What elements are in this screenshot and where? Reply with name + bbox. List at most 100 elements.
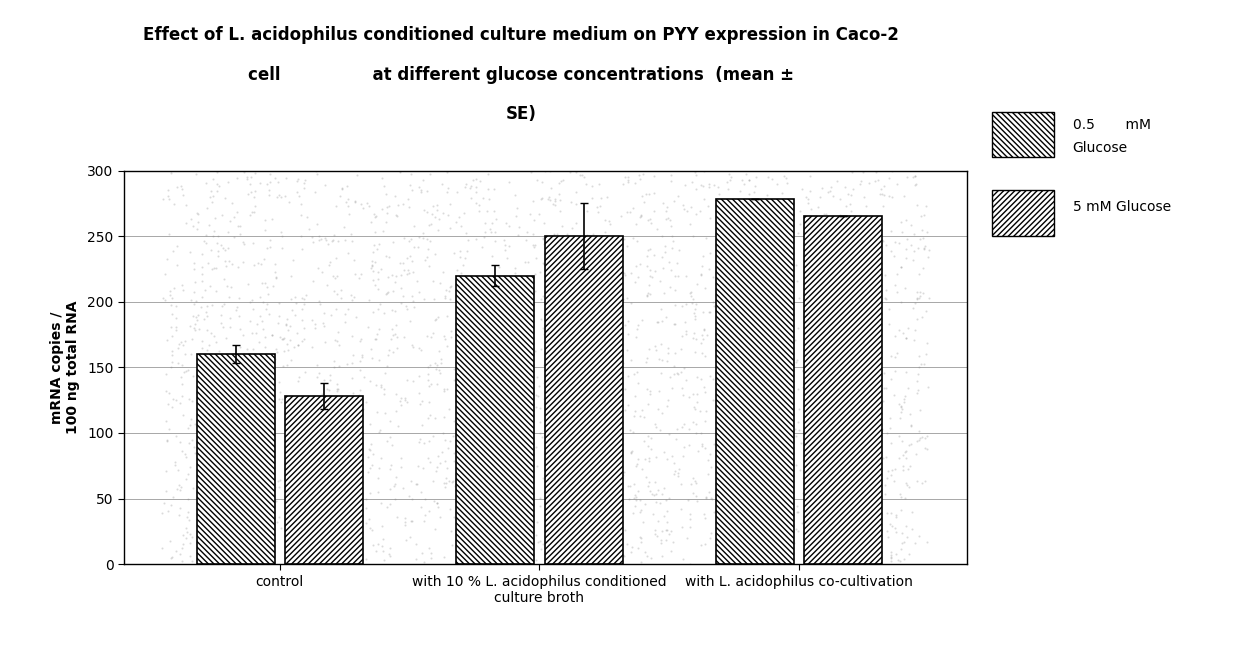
Point [409, 399, 429, 409]
Point [889, 237, 909, 248]
Point [758, 172, 777, 182]
Point [360, 376, 379, 386]
Point [389, 167, 409, 177]
Point [350, 510, 370, 520]
Point [857, 411, 877, 421]
Point [304, 236, 324, 247]
Point [538, 194, 558, 205]
Point [766, 319, 786, 329]
Point [394, 520, 414, 531]
Point [399, 268, 419, 279]
Point [284, 255, 304, 265]
Point [203, 394, 223, 405]
Point [866, 278, 885, 289]
Point [291, 304, 311, 314]
Point [645, 266, 665, 277]
Point [489, 262, 508, 273]
Point [843, 184, 863, 194]
Point [675, 441, 694, 452]
Point [434, 552, 454, 562]
Point [562, 424, 582, 435]
Point [651, 339, 671, 350]
Point [549, 281, 569, 291]
Point [909, 351, 929, 361]
Point [373, 546, 393, 556]
Point [277, 173, 296, 183]
Point [244, 207, 264, 217]
Point [549, 429, 569, 440]
Point [312, 472, 332, 483]
Point [181, 349, 201, 359]
Point [533, 290, 553, 300]
Point [744, 390, 764, 401]
Point [570, 341, 590, 352]
Point [841, 190, 861, 200]
Point [296, 441, 316, 452]
Point [735, 402, 755, 413]
Point [734, 179, 754, 190]
Point [326, 336, 346, 346]
Point [636, 357, 656, 367]
Point [414, 204, 434, 215]
Point [526, 390, 546, 400]
Point [614, 294, 634, 304]
Point [474, 232, 494, 243]
Point [262, 363, 281, 373]
Point [567, 167, 587, 178]
Point [864, 543, 884, 554]
Point [857, 219, 877, 230]
Point [841, 206, 861, 216]
Point [639, 440, 658, 451]
Point [811, 234, 831, 245]
Point [249, 337, 269, 347]
Point [449, 212, 469, 222]
Point [544, 379, 564, 389]
Point [639, 344, 658, 354]
Point [446, 264, 466, 275]
Point [640, 243, 660, 254]
Point [285, 480, 305, 490]
Point [712, 279, 732, 290]
Point [637, 251, 657, 261]
Point [177, 506, 197, 517]
Point [412, 396, 432, 407]
Point [820, 459, 839, 470]
Point [779, 357, 799, 367]
Point [350, 390, 370, 400]
Point [357, 197, 377, 208]
Point [428, 502, 448, 512]
Point [244, 260, 264, 270]
Point [343, 388, 363, 398]
Point [615, 384, 635, 394]
Point [496, 336, 516, 346]
Point [472, 368, 492, 379]
Point [629, 272, 649, 282]
Point [184, 264, 203, 274]
Point [812, 527, 832, 537]
Point [335, 309, 355, 319]
Point [863, 366, 883, 377]
Point [289, 372, 309, 382]
Point [213, 468, 233, 478]
Point [262, 487, 281, 497]
Point [435, 334, 455, 344]
Point [505, 430, 525, 440]
Point [842, 332, 862, 342]
Point [870, 287, 890, 297]
Point [283, 394, 303, 405]
Point [771, 361, 791, 372]
Point [841, 214, 861, 224]
Point [404, 242, 424, 253]
Point [652, 354, 672, 365]
Point [186, 319, 206, 329]
Point [503, 331, 523, 341]
Point [381, 416, 401, 426]
Point [683, 389, 703, 400]
Point [548, 489, 568, 500]
Point [466, 234, 486, 244]
Point [456, 228, 476, 239]
Point [657, 401, 677, 411]
Point [794, 559, 813, 569]
Point [754, 400, 774, 411]
Point [651, 304, 671, 314]
